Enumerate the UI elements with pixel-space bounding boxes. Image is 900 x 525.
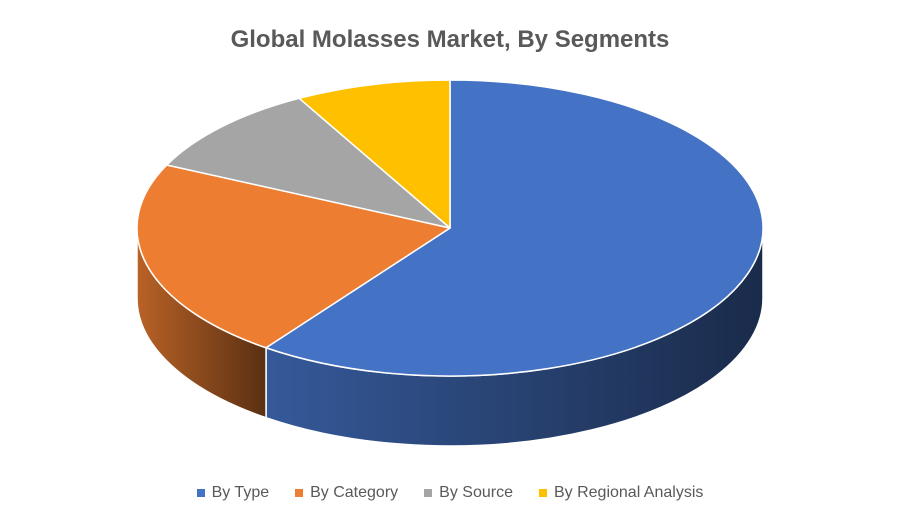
chart-title: Global Molasses Market, By Segments xyxy=(230,26,670,53)
legend-item-source: By Source xyxy=(424,484,513,502)
legend-swatch-type xyxy=(196,489,205,497)
legend-item-type: By Type xyxy=(196,484,270,502)
legend-label-type: By Type xyxy=(211,484,270,501)
pie-slice-regional-analysis xyxy=(298,79,451,229)
pie-slice-source xyxy=(166,97,451,229)
legend: By Type By Category By Source By Regiona… xyxy=(0,484,900,502)
legend-label-source: By Source xyxy=(439,484,513,501)
legend-swatch-category xyxy=(295,489,304,497)
legend-label-regional-analysis: By Regional Analysis xyxy=(553,484,704,501)
legend-item-category: By Category xyxy=(295,484,398,502)
legend-label-category: By Category xyxy=(310,484,399,501)
legend-swatch-regional-analysis xyxy=(538,489,547,497)
legend-swatch-source xyxy=(424,489,433,497)
pie-slice-type xyxy=(265,79,764,377)
legend-item-regional-analysis: By Regional Analysis xyxy=(538,484,704,502)
